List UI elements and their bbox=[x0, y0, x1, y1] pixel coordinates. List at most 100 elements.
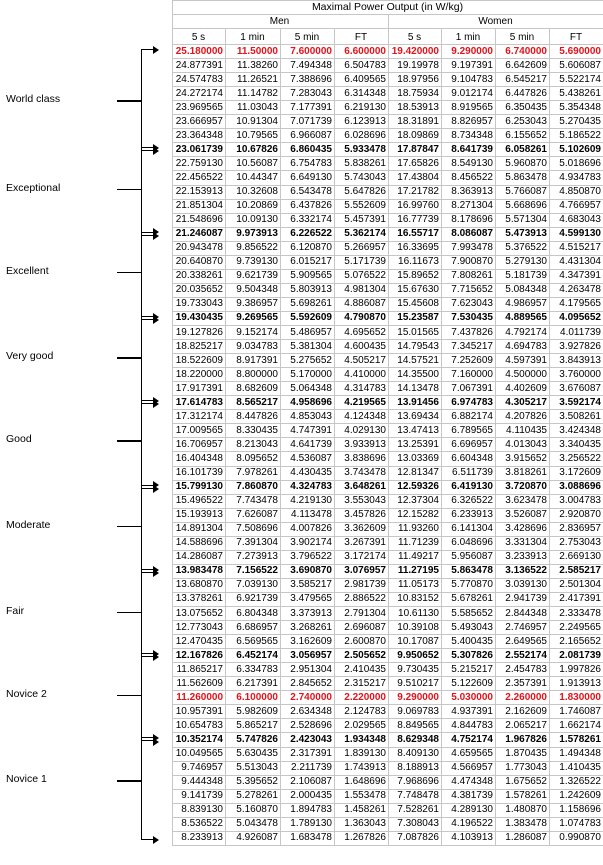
table-cell: 2.981739 bbox=[344, 579, 386, 591]
table-cell: 11.14782 bbox=[237, 87, 278, 99]
table-cell: 17.312174 bbox=[175, 410, 223, 422]
table-cell: 11.49217 bbox=[398, 551, 439, 563]
table-cell: 6.604348 bbox=[451, 452, 493, 464]
table-cell: 5.395652 bbox=[236, 776, 278, 788]
table-cell: 6.511739 bbox=[452, 467, 493, 478]
grid-line bbox=[172, 282, 603, 284]
table-cell: 18.97956 bbox=[397, 73, 439, 85]
table-cell: 3.373913 bbox=[290, 607, 332, 619]
column-header: 1 min bbox=[455, 32, 481, 43]
table-cell: 5.743043 bbox=[344, 171, 386, 183]
table-cell: 6.409565 bbox=[344, 73, 386, 85]
table-cell: 5.438261 bbox=[559, 87, 601, 99]
table-cell: 9.290000 bbox=[397, 691, 439, 703]
table-cell: 3.268261 bbox=[290, 621, 332, 633]
category-label: Novice 1 bbox=[6, 773, 47, 786]
table-cell: 16.706957 bbox=[175, 438, 223, 450]
table-cell: 14.13478 bbox=[397, 382, 439, 394]
table-cell: 3.592174 bbox=[559, 396, 601, 408]
grid-line bbox=[172, 676, 603, 678]
table-cell: 5.668696 bbox=[505, 200, 547, 212]
grid-line bbox=[172, 156, 603, 158]
table-cell: 1.913913 bbox=[559, 677, 601, 689]
grid-line bbox=[225, 28, 226, 845]
table-cell: 6.966087 bbox=[290, 129, 332, 141]
table-cell: 6.217391 bbox=[236, 677, 278, 689]
grid-line bbox=[172, 339, 603, 341]
table-cell: 3.428696 bbox=[505, 523, 547, 535]
bracket-pointer bbox=[117, 780, 141, 782]
table-cell: 2.886522 bbox=[344, 593, 386, 605]
table-cell: 7.600000 bbox=[290, 45, 332, 57]
table-cell: 5.585652 bbox=[451, 607, 493, 619]
table-cell: 10.049565 bbox=[175, 748, 223, 759]
table-cell: 5.186522 bbox=[559, 129, 601, 141]
table-cell: 24.574783 bbox=[175, 73, 223, 85]
arrow-right-icon bbox=[153, 45, 159, 54]
grid-line bbox=[172, 423, 603, 425]
table-cell: 25.180000 bbox=[175, 45, 223, 57]
table-cell: 5.956087 bbox=[451, 551, 493, 563]
table-cell: 4.747391 bbox=[290, 424, 332, 436]
table-cell: 5.698261 bbox=[290, 298, 332, 310]
table-cell: 6.048696 bbox=[451, 537, 493, 549]
grid-line bbox=[172, 788, 603, 790]
table-cell: 22.456522 bbox=[175, 171, 223, 183]
table-cell: 2.000435 bbox=[290, 790, 332, 802]
category-bracket bbox=[141, 737, 154, 840]
table-cell: 5.473913 bbox=[505, 228, 547, 240]
grid-line bbox=[172, 86, 603, 88]
arrow-right-icon bbox=[153, 649, 159, 658]
grid-line bbox=[172, 648, 603, 650]
table-cell: 6.921739 bbox=[236, 593, 278, 605]
table-cell: 1.648696 bbox=[344, 776, 386, 788]
table-cell: 7.252609 bbox=[451, 354, 493, 366]
table-cell: 8.549130 bbox=[451, 157, 493, 169]
table-cell: 16.11673 bbox=[398, 256, 439, 268]
grid-line bbox=[280, 28, 281, 845]
table-cell: 1.934348 bbox=[344, 733, 386, 745]
grid-line bbox=[172, 563, 603, 565]
table-cell: 3.843913 bbox=[559, 354, 601, 366]
grid-line bbox=[334, 28, 335, 845]
table-cell: 8.641739 bbox=[451, 143, 493, 155]
table-cell: 16.404348 bbox=[175, 452, 223, 464]
table-cell: 7.160000 bbox=[451, 368, 493, 380]
table-cell: 5.376522 bbox=[505, 242, 547, 254]
table-cell: 9.069783 bbox=[397, 705, 439, 717]
table-cell: 1.074783 bbox=[559, 818, 601, 830]
column-header: 5 min bbox=[294, 32, 320, 43]
table-cell: 6.804348 bbox=[236, 607, 278, 619]
table-cell: 5.571304 bbox=[505, 214, 547, 226]
table-cell: 4.381739 bbox=[451, 790, 493, 802]
table-cell: 5.381304 bbox=[290, 340, 332, 352]
arrow-right-icon bbox=[153, 312, 159, 321]
table-cell: 1.267826 bbox=[344, 832, 386, 844]
table-cell: 5.486957 bbox=[290, 326, 332, 338]
table-cell: 18.31891 bbox=[397, 115, 439, 127]
table-cell: 2.649565 bbox=[505, 635, 547, 647]
table-cell: 12.59326 bbox=[397, 481, 439, 493]
table-cell: 1.458261 bbox=[344, 804, 386, 816]
table-cell: 3.838696 bbox=[344, 452, 386, 464]
table-cell: 5.493043 bbox=[451, 621, 493, 633]
table-cell: 4.113478 bbox=[291, 509, 332, 521]
arrow-right-icon bbox=[153, 228, 159, 237]
table-cell: 7.087826 bbox=[397, 832, 439, 844]
table-cell: 5.552609 bbox=[344, 200, 386, 212]
table-cell: 4.431304 bbox=[559, 256, 601, 268]
table-cell: 2.740000 bbox=[290, 691, 332, 703]
table-cell: 3.648261 bbox=[344, 481, 386, 493]
table-cell: 8.682609 bbox=[236, 382, 278, 394]
column-header: 5 s bbox=[407, 32, 422, 43]
table-cell: 21.851304 bbox=[175, 200, 223, 212]
table-cell: 9.152174 bbox=[236, 326, 278, 338]
grid-line bbox=[172, 479, 603, 481]
table-cell: 9.739130 bbox=[236, 256, 278, 268]
table-cell: 4.347391 bbox=[559, 270, 601, 282]
table-cell: 9.012174 bbox=[451, 87, 493, 99]
grid-line bbox=[172, 507, 603, 509]
arrow-right-icon bbox=[153, 565, 159, 574]
table-cell: 10.32608 bbox=[236, 186, 278, 197]
table-cell: 21.548696 bbox=[175, 214, 223, 226]
